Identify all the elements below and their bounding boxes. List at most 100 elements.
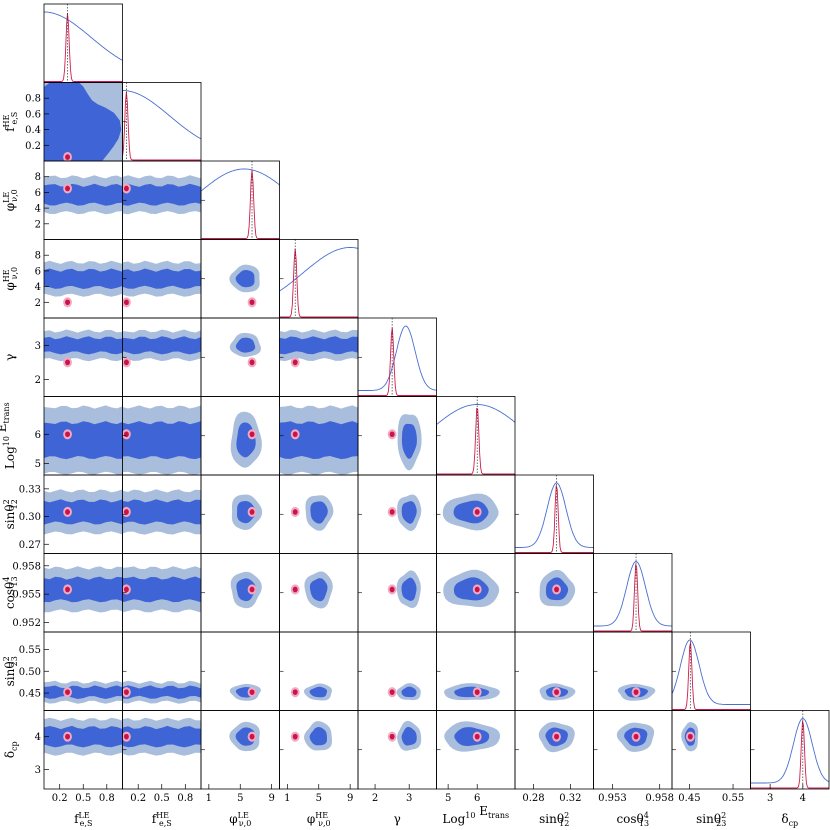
panel-s23-vs-dcp [671, 710, 751, 790]
panel-feS_HE-vs-c13 [122, 553, 202, 633]
x-axis-label-feS_LE: fLE e,S [74, 811, 92, 828]
y-tick-label: 6 [35, 188, 41, 199]
diagonal-dcp [750, 710, 830, 790]
x-tick-label: 3 [406, 793, 412, 804]
posterior-curve-blue [671, 639, 751, 705]
contour-inner [122, 268, 201, 289]
contour-red-inner [249, 359, 255, 366]
contour-red-inner [123, 359, 129, 366]
contour-red-inner [123, 299, 129, 306]
y-axis-label-c13: cosθ413 [2, 576, 19, 609]
y-tick-label: 0.952 [12, 618, 41, 629]
contour-red-inner [65, 586, 71, 593]
y-tick-label: 2 [35, 298, 41, 309]
panel-s12-vs-s23 [514, 631, 594, 711]
contour-inner [401, 577, 417, 601]
y-axis-label-logE: Log10 Etrans [0, 402, 17, 469]
posterior-curve-red [122, 91, 201, 161]
panel-gamma-vs-logE [357, 396, 437, 476]
y-tick-label: 0.8 [25, 94, 41, 105]
y-tick-label: 0.2 [25, 141, 41, 152]
y-axis-label-phi_HE: φHEν,0 [2, 267, 19, 291]
contour-inner [122, 183, 201, 206]
x-tick-label: 0.2 [130, 793, 146, 804]
contour-red-inner [474, 586, 480, 593]
contour-red-inner [123, 733, 129, 740]
contour-inner [237, 501, 256, 524]
x-tick-label: 5 [316, 793, 322, 804]
contour-red-inner [123, 431, 129, 438]
contour-red-inner [292, 509, 298, 515]
x-tick-label: 5 [237, 793, 243, 804]
x-axis-label-s23: sinθ2 23 [696, 811, 726, 828]
panel-phi_LE-vs-phi_HE [200, 239, 280, 319]
posterior-curve-red [279, 248, 358, 318]
panel-frame [357, 317, 437, 397]
contour-red-inner [292, 359, 298, 366]
panel-feS_LE-vs-gamma [43, 317, 123, 397]
y-tick-label: 5 [35, 459, 41, 470]
y-tick-label: 0.30 [19, 512, 41, 523]
contour-red-inner [474, 733, 480, 740]
contour-red-inner [249, 431, 255, 438]
panel-phi_LE-vs-s23 [200, 631, 280, 711]
x-tick-label: 5 [445, 793, 451, 804]
panel-feS_LE-vs-phi_HE [43, 239, 123, 319]
panel-phi_LE-vs-logE [200, 396, 280, 476]
panel-gamma-vs-dcp [357, 710, 437, 790]
contour-red-inner [633, 733, 639, 740]
y-tick-label: 8 [35, 172, 41, 183]
contour-inner [44, 499, 123, 525]
x-tick-label: 0.953 [598, 793, 627, 804]
contour-red-inner [65, 299, 71, 306]
panel-feS_HE-vs-s12 [122, 474, 202, 554]
y-tick-label: 0.6 [25, 109, 41, 120]
contour-red-inner [474, 509, 480, 515]
contour-inner [122, 725, 201, 748]
contour-red-inner [249, 509, 255, 515]
contour-red-inner [65, 185, 71, 192]
contour-inner [122, 421, 201, 460]
panel-phi_HE-vs-dcp [279, 710, 359, 790]
diagonal-feS_HE [122, 82, 202, 162]
contour-red-inner [389, 431, 395, 438]
panel-gamma-vs-s23 [357, 631, 437, 711]
posterior-curve-blue [44, 11, 123, 61]
contour-red-inner [389, 509, 395, 515]
panel-frame [357, 474, 437, 554]
panel-phi_LE-vs-dcp [200, 710, 280, 790]
contour-inner [235, 270, 255, 288]
y-tick-label: 2 [35, 375, 41, 386]
diagonal-feS_LE [43, 3, 123, 83]
panel-phi_HE-vs-s23 [279, 631, 359, 711]
contour-inner [122, 576, 201, 603]
x-tick-label: 0.5 [154, 793, 170, 804]
posterior-curve-red [672, 642, 751, 710]
panel-s12-vs-dcp [514, 710, 594, 790]
contour-inner [236, 578, 256, 602]
panel-c13-vs-s23 [593, 631, 673, 711]
panel-logE-vs-dcp [436, 710, 516, 790]
panel-logE-vs-s12 [436, 474, 516, 554]
diagonal-s23 [671, 631, 751, 711]
x-axis-label-c13: cosθ4 13 [616, 811, 649, 828]
panel-frame [357, 710, 437, 790]
contour-red-inner [687, 733, 693, 740]
panel-feS_LE-vs-s23 [43, 631, 123, 711]
posterior-curve-blue [436, 404, 516, 425]
panel-c13-vs-dcp [593, 710, 673, 790]
x-tick-label: 0.958 [645, 793, 674, 804]
x-tick-label: 0.8 [177, 793, 193, 804]
x-axis-label-phi_LE: φLE ν,0 [229, 811, 251, 828]
diagonal-phi_HE [279, 239, 359, 319]
panel-feS_LE-vs-s12 [43, 474, 123, 554]
contour-inner [310, 501, 328, 524]
x-tick-label: 0.8 [99, 793, 115, 804]
x-tick-label: 6 [474, 793, 480, 804]
contour-inner [44, 268, 123, 289]
x-tick-label: 9 [268, 793, 274, 804]
panel-frame [200, 160, 280, 240]
contour-inner [309, 578, 328, 602]
panel-frame [279, 239, 359, 319]
